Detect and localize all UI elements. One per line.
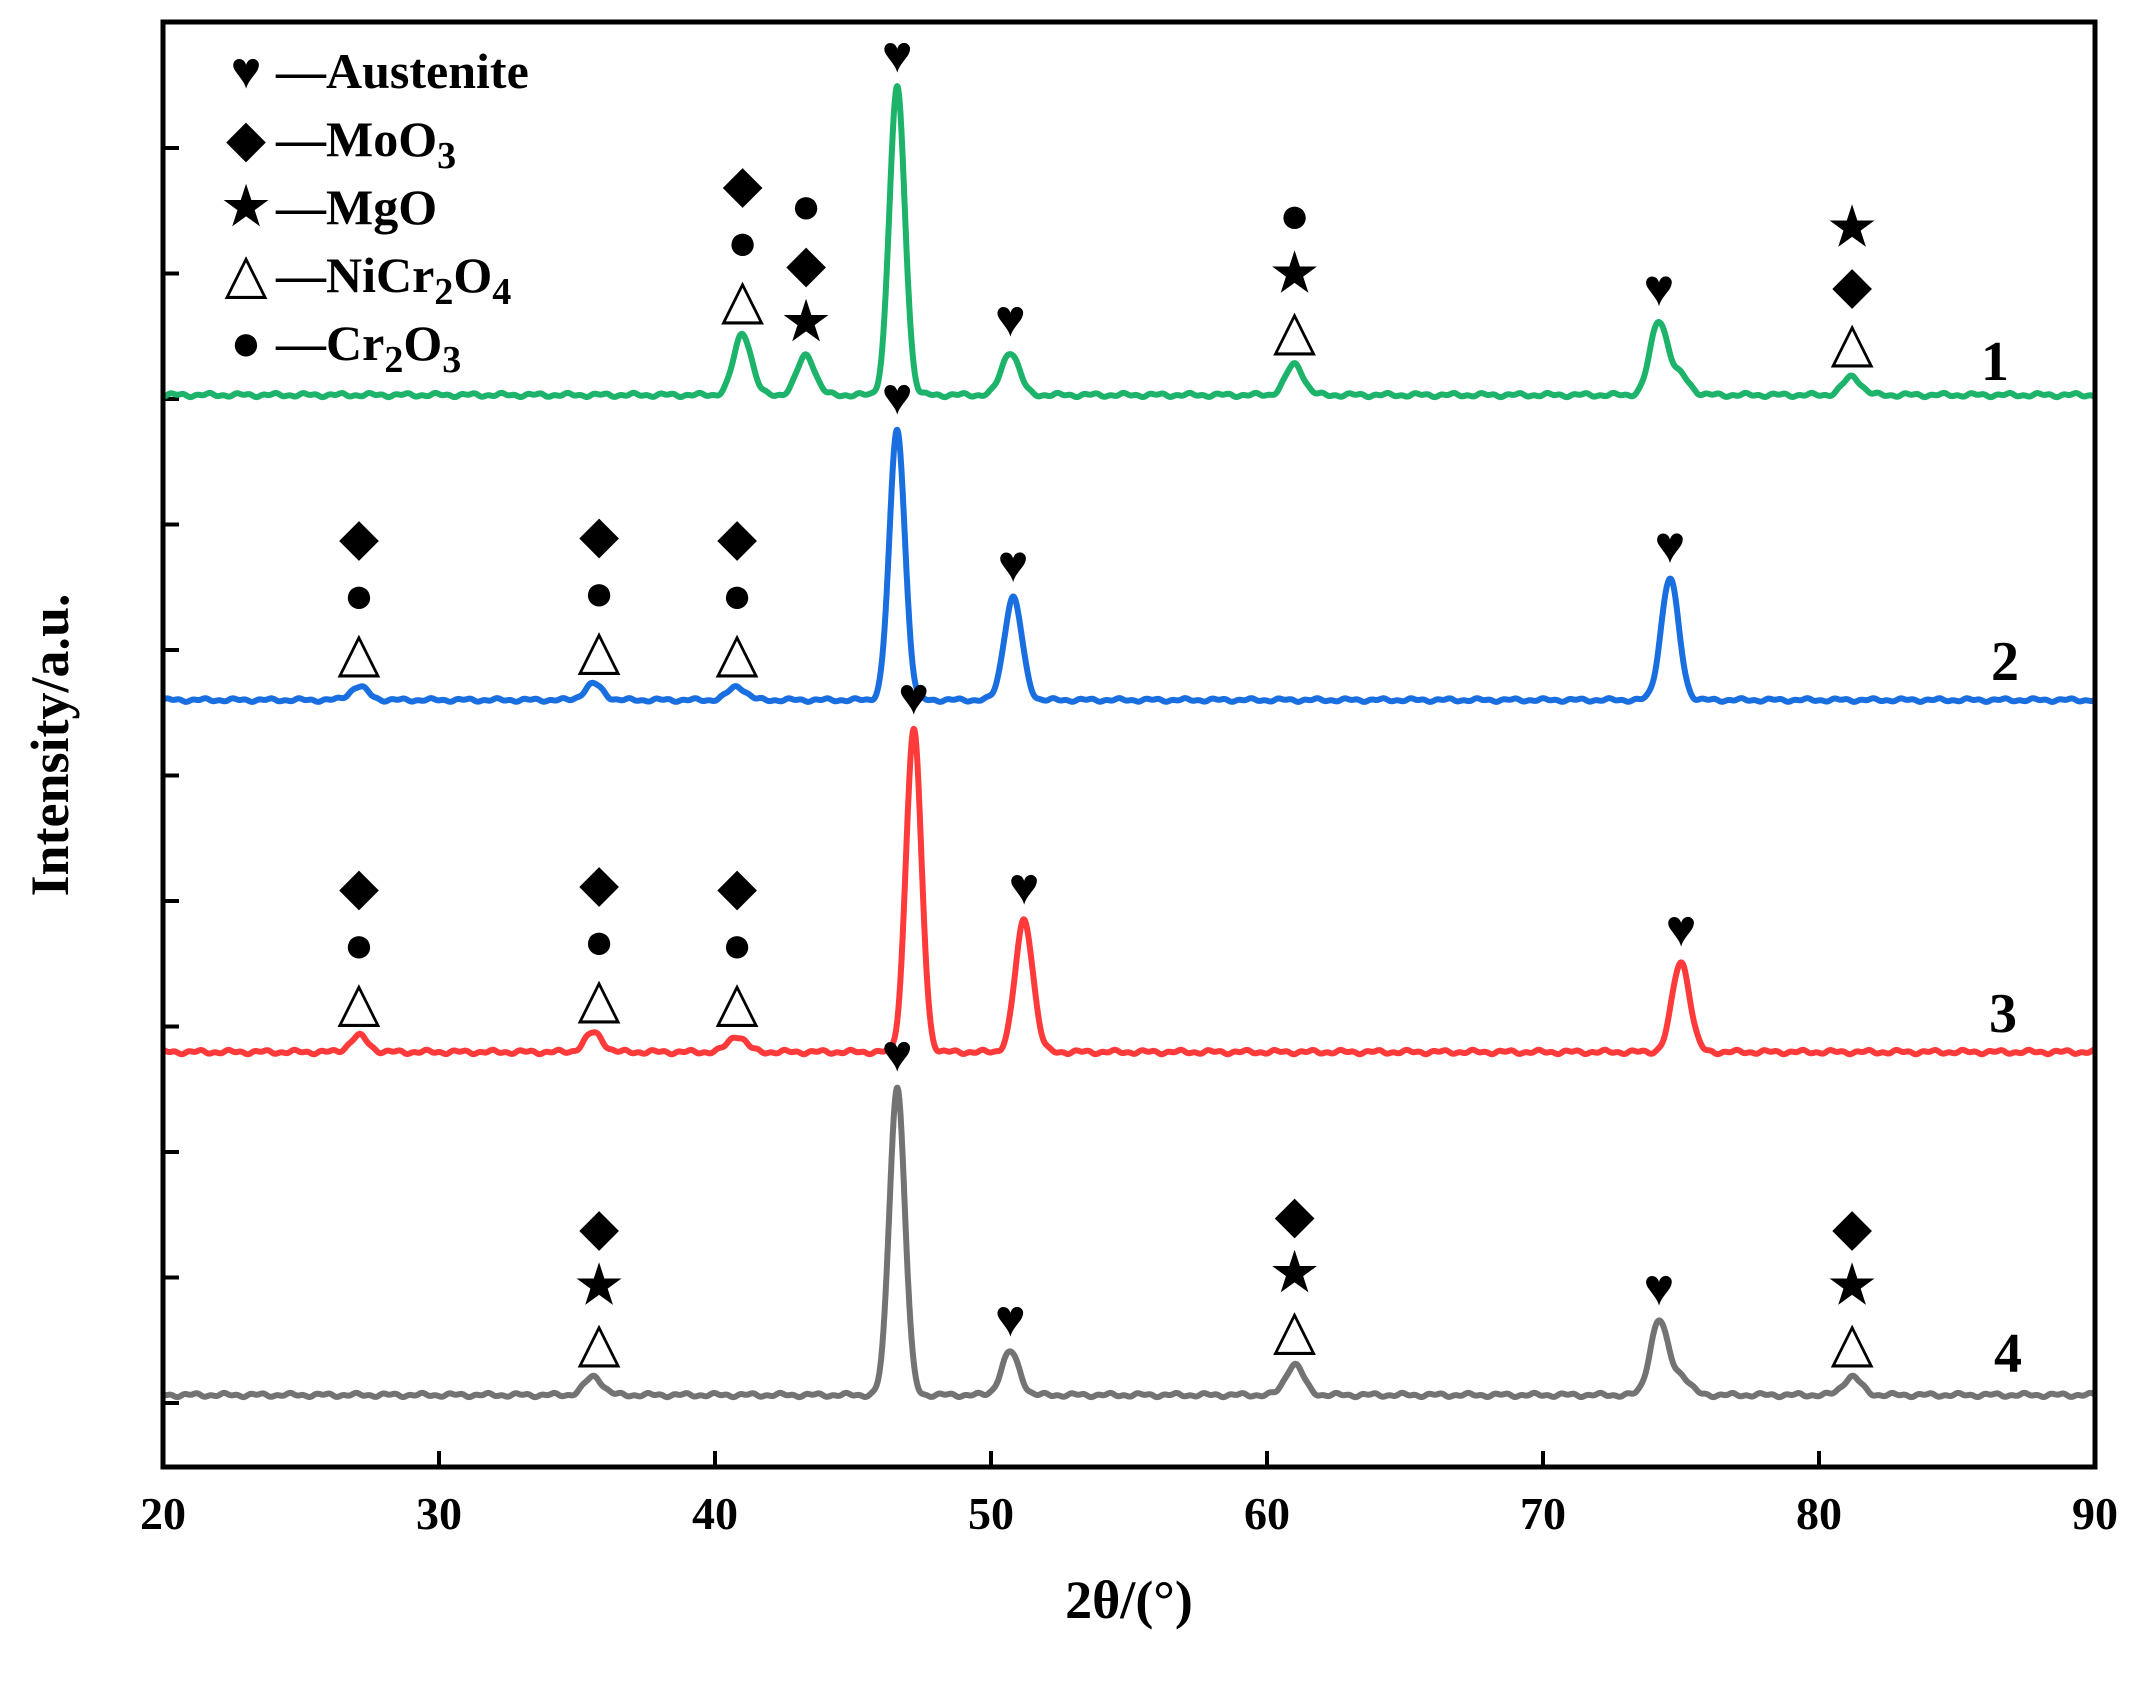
heart-marker-icon: ♥ [1643,260,1674,317]
heart-marker-icon: ♥ [1666,901,1697,958]
circle-marker-icon: ● [790,178,821,235]
triangle-marker-icon: △ [578,619,621,681]
legend-item-triangle: △ —NiCr2O4 [224,243,511,313]
legend-label: —MgO [275,179,437,235]
x-tick-label-90: 90 [2072,1488,2118,1539]
circle-marker-icon: ● [1279,187,1310,244]
circle-marker-icon: ● [583,565,614,622]
circle-marker-icon: ● [721,568,752,625]
heart-marker-icon: ♥ [995,291,1026,348]
series-line-1 [160,83,2098,401]
diamond-marker-icon: ◆ [579,507,619,564]
diamond-marker-icon: ◆ [717,510,757,567]
heart-marker-icon: ♥ [882,27,913,84]
diamond-marker-icon: ◆ [1832,258,1872,315]
legend-label: —NiCr2O4 [275,247,511,313]
heart-marker-icon: ♥ [1655,518,1686,575]
triangle-marker-icon: △ [721,269,764,331]
legend-item-circle: ● —Cr2O3 [230,315,461,381]
triangle-icon: △ [224,243,267,305]
series-line-4 [160,1084,2098,1401]
x-axis: 20 30 40 50 60 70 80 90 [140,1451,2118,1539]
legend-label: —Austenite [275,43,529,99]
x-tick-label-70: 70 [1520,1488,1566,1539]
diamond-marker-icon: ◆ [1275,1187,1315,1244]
circle-marker-icon: ● [343,568,374,625]
star-icon: ★ [223,179,270,236]
triangle-marker-icon: △ [1831,312,1874,374]
phase-markers: △●◆★◆●♥♥ △★●♥△◆★△●◆△●◆△●◆♥♥ ♥△●◆△●◆△●◆♥♥♥△… [337,27,1875,1374]
heart-marker-icon: ♥ [882,369,913,426]
triangle-marker-icon: △ [578,968,621,1030]
circle-marker-icon: ● [721,917,752,974]
triangle-marker-icon: △ [578,1312,621,1374]
legend-item-diamond: ◆ —MoO3 [226,111,456,177]
x-tick-label-30: 30 [416,1488,462,1539]
heart-marker-icon: ♥ [1009,859,1040,916]
series-lines [160,83,2098,1401]
star-marker-icon: ★ [1271,1245,1318,1302]
star-marker-icon: ★ [1829,1258,1876,1315]
x-tick-label-50: 50 [968,1488,1014,1539]
series-label-2: 2 [1991,631,2019,693]
heart-marker-icon: ♥ [882,1026,913,1083]
heart-marker-icon: ♥ [1643,1260,1674,1317]
legend-item-heart: ♥ —Austenite [231,43,529,100]
legend-label: —MoO3 [275,111,456,177]
legend-item-star: ★ —MgO [223,179,437,236]
series-label-1: 1 [1981,331,2009,393]
circle-icon: ● [230,315,261,372]
circle-marker-icon: ● [727,215,758,272]
triangle-marker-icon: △ [716,971,759,1033]
triangle-marker-icon: △ [716,622,759,684]
diamond-marker-icon: ◆ [786,236,826,293]
legend-label: —Cr2O3 [275,315,461,381]
x-tick-label-40: 40 [692,1488,738,1539]
circle-marker-icon: ● [583,914,614,971]
plot-frame [160,19,2098,1470]
x-tick-label-80: 80 [1796,1488,1842,1539]
x-tick-label-60: 60 [1244,1488,1290,1539]
heart-icon: ♥ [231,43,262,100]
y-axis-title: Intensity/a.u. [20,593,80,896]
heart-marker-icon: ♥ [898,669,929,726]
diamond-marker-icon: ◆ [723,157,763,214]
series-label-3: 3 [1989,983,2017,1045]
series-line-3 [160,725,2098,1058]
diamond-marker-icon: ◆ [1832,1200,1872,1257]
x-tick-label-20: 20 [140,1488,186,1539]
heart-marker-icon: ♥ [998,536,1029,593]
star-marker-icon: ★ [1829,200,1876,257]
diamond-marker-icon: ◆ [579,1200,619,1257]
star-marker-icon: ★ [576,1258,623,1315]
heart-marker-icon: ♥ [995,1291,1026,1348]
triangle-marker-icon: △ [1273,299,1316,361]
diamond-icon: ◆ [226,111,266,168]
legend: ♥ —Austenite◆ —MoO3★ —MgO△ —NiCr2O4● —Cr2O3 [223,43,529,381]
star-marker-icon: ★ [783,294,830,351]
triangle-marker-icon: △ [337,622,380,684]
diamond-marker-icon: ◆ [339,510,379,567]
series-label-4: 4 [1994,1323,2022,1385]
circle-marker-icon: ● [343,917,374,974]
diamond-marker-icon: ◆ [717,859,757,916]
triangle-marker-icon: △ [1831,1312,1874,1374]
series-labels: 1 2 3 4 [1981,331,2022,1385]
star-marker-icon: ★ [1271,245,1318,302]
diamond-marker-icon: ◆ [339,859,379,916]
diamond-marker-icon: ◆ [579,856,619,913]
series-line-2 [160,426,2098,705]
triangle-marker-icon: △ [1273,1299,1316,1361]
x-axis-title: 2θ/(°) [1065,1570,1193,1630]
triangle-marker-icon: △ [337,971,380,1033]
